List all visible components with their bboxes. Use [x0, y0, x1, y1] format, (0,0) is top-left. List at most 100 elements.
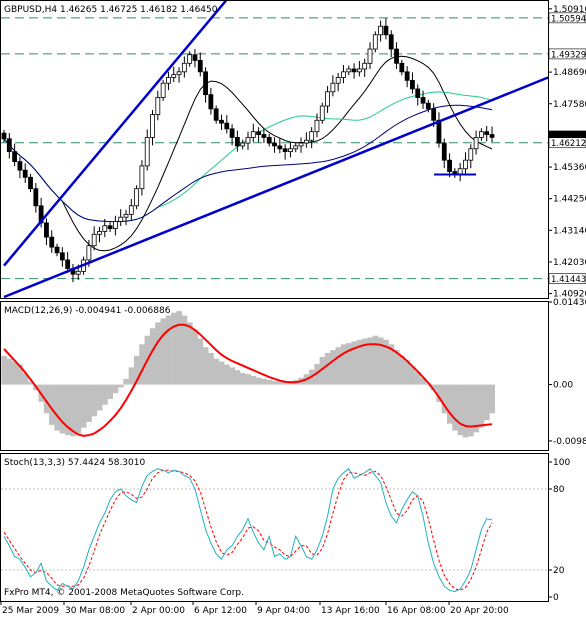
- candle-body: [197, 60, 203, 73]
- stoch-panel[interactable]: [0, 453, 549, 602]
- candle-body: [65, 259, 71, 269]
- macd-histogram-bar: [133, 355, 140, 385]
- time-tick-label: 13 Apr 16:00: [321, 606, 380, 616]
- candle-body: [187, 54, 193, 64]
- price-tag-box: [548, 137, 586, 149]
- macd-histogram-bar: [6, 358, 13, 385]
- candle-body: [314, 119, 320, 133]
- candle-body: [192, 54, 198, 61]
- candle-body: [335, 77, 341, 84]
- candle-body: [367, 48, 373, 64]
- candle-body: [388, 34, 394, 50]
- macd-histogram-bar: [224, 364, 230, 385]
- candle-body: [272, 142, 277, 147]
- macd-histogram-bar: [377, 337, 384, 385]
- price-tag-box: [548, 12, 586, 24]
- candle-body: [33, 188, 39, 207]
- macd-histogram-bar: [446, 384, 453, 424]
- candle-body: [134, 188, 140, 207]
- candle-body: [351, 68, 357, 73]
- price-title: GBPUSD,H4 1.46265 1.46725 1.46182 1.4645…: [4, 5, 218, 15]
- price-tick-label: 1.47580: [553, 100, 586, 110]
- macd-histogram-bar: [187, 322, 193, 385]
- candle-body: [489, 134, 495, 138]
- macd-histogram-bar: [330, 350, 336, 385]
- candle-body: [319, 105, 325, 121]
- macd-histogram-bar: [383, 339, 389, 385]
- candle-body: [436, 119, 442, 144]
- macd-histogram-bar: [245, 374, 251, 385]
- candle-body: [484, 131, 490, 135]
- time-tick-label: 25 Mar 2009: [2, 606, 59, 616]
- candle-body: [330, 82, 336, 93]
- macd-histogram-bar: [452, 384, 458, 431]
- candle-body: [22, 169, 28, 178]
- macd-histogram-bar: [86, 384, 92, 422]
- candle-body: [394, 48, 399, 64]
- macd-histogram-bar: [261, 378, 267, 385]
- candle-body: [325, 91, 330, 107]
- candle-body: [468, 148, 474, 161]
- macd-histogram-bar: [54, 384, 60, 431]
- price-tick-label: 1.42030: [553, 258, 586, 268]
- candle-body: [181, 62, 187, 73]
- candle-body: [346, 68, 352, 73]
- candle-body: [123, 213, 129, 218]
- macd-histogram-bar: [80, 384, 87, 428]
- moving-average-line-0: [3, 55, 493, 252]
- macd-histogram-bar: [165, 315, 172, 385]
- macd-histogram-bar: [107, 384, 114, 399]
- candle-body: [155, 97, 161, 115]
- candle-body: [277, 145, 283, 150]
- channel-line-1: [3, 76, 548, 298]
- candle-body: [250, 131, 256, 138]
- macd-histogram-bar: [388, 344, 395, 385]
- candle-body: [91, 233, 97, 247]
- macd-histogram-bar: [277, 381, 283, 385]
- candle-body: [59, 252, 65, 261]
- candle-body: [75, 270, 81, 275]
- time-tick-label: 6 Apr 12:00: [194, 606, 247, 616]
- macd-histogram-bar: [356, 339, 363, 385]
- candle-body: [1, 132, 7, 140]
- macd-histogram-bar: [123, 378, 129, 385]
- macd-histogram-bar: [128, 367, 135, 385]
- price-tick-label: 1.45360: [553, 163, 586, 173]
- candle-body: [160, 82, 166, 98]
- candle-body: [144, 136, 150, 167]
- price-tag-label: 1.41443: [551, 275, 586, 285]
- macd-histogram-bar: [468, 384, 474, 437]
- time-tick-label: 30 Mar 08:00: [65, 606, 125, 616]
- candle-body: [229, 128, 235, 138]
- macd-histogram-bar: [112, 384, 119, 394]
- macd-histogram-bar: [484, 384, 490, 421]
- candle-body: [49, 236, 55, 248]
- candle-body: [6, 138, 12, 153]
- candle-body: [404, 71, 410, 81]
- macd-histogram-bar: [65, 384, 71, 436]
- time-tick-label: 9 Apr 04:00: [257, 606, 310, 616]
- stoch-tick-label: 20: [553, 566, 565, 576]
- macd-histogram-bar: [96, 384, 103, 411]
- candle-body: [118, 216, 124, 222]
- macd-histogram-bar: [171, 312, 177, 385]
- macd-histogram-bar: [181, 315, 188, 385]
- macd-histogram-bar: [102, 384, 108, 405]
- candle-body: [288, 148, 293, 153]
- macd-histogram-bar: [250, 375, 257, 385]
- macd-histogram-bar: [255, 377, 262, 385]
- candle-body: [378, 25, 384, 36]
- macd-histogram-bar: [489, 384, 495, 414]
- candle-body: [282, 148, 288, 153]
- macd-histogram-bar: [176, 310, 182, 385]
- macd-histogram-bar: [367, 337, 373, 385]
- macd-tick-label: -0.0098: [553, 437, 586, 447]
- macd-histogram-bar: [404, 360, 411, 385]
- candle-body: [362, 62, 368, 70]
- macd-histogram-bar: [202, 347, 209, 385]
- moving-average-line-2: [3, 104, 493, 223]
- macd-histogram-bar: [266, 379, 273, 385]
- candle-body: [12, 151, 18, 163]
- candle-body: [309, 131, 315, 141]
- candle-body: [383, 25, 389, 36]
